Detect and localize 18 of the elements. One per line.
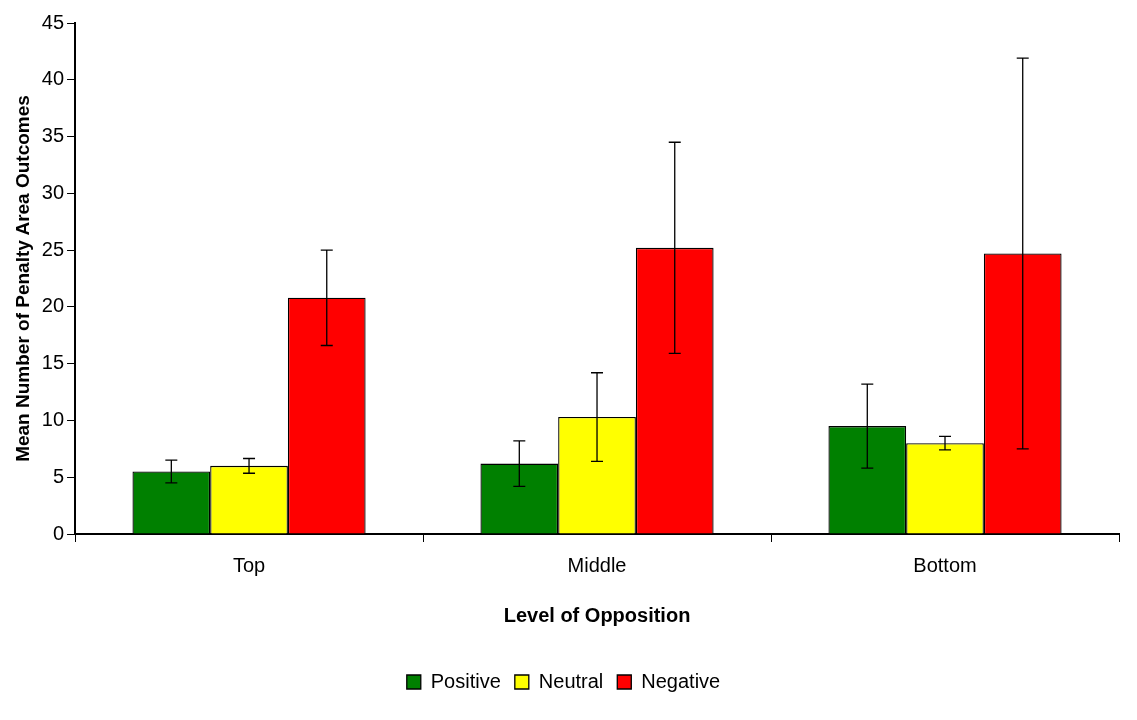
- y-tick-label: 0: [52, 521, 65, 544]
- legend-label: Negative: [641, 669, 721, 692]
- y-tick-label: 25: [41, 237, 65, 260]
- x-axis-title: Level of Opposition: [503, 603, 691, 626]
- y-tick-label: 5: [52, 464, 65, 487]
- x-tick-label: Bottom: [913, 553, 977, 576]
- y-tick-label: 20: [41, 294, 65, 317]
- y-tick-label: 35: [41, 124, 65, 147]
- x-tick-label: Middle: [567, 553, 627, 576]
- legend-label: Positive: [430, 669, 501, 692]
- legend-label: Neutral: [538, 669, 604, 692]
- y-tick-label: 30: [41, 180, 65, 203]
- y-tick-label: 40: [41, 67, 65, 90]
- x-tick-label: Top: [232, 553, 266, 576]
- y-tick-label: 45: [41, 10, 65, 33]
- y-tick-label: 15: [41, 351, 65, 374]
- y-tick-label: 10: [41, 407, 65, 430]
- y-axis-title: Mean Number of Penalty Area Outcomes: [11, 95, 33, 462]
